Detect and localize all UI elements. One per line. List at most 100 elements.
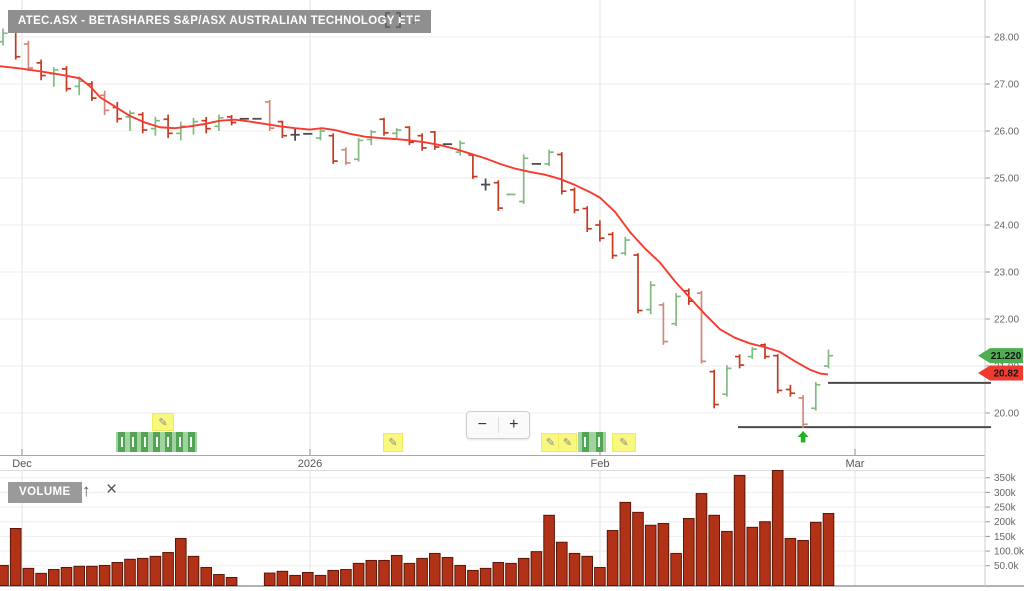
range-marker-tick [155,437,158,447]
zoom-out-button[interactable]: − [477,416,487,433]
volume-bar [759,521,771,586]
volume-bar [543,514,555,587]
annotation-pencil-chip[interactable]: ✎ [383,433,403,452]
price-axis-label: 26.00 [994,127,1019,138]
volume-axis-label: 300k [994,488,1017,499]
volume-axis-label: 100.0k [994,547,1024,558]
pencil-icon: ✎ [388,437,398,449]
volume-bar [124,558,136,587]
volume-bar [454,564,466,587]
price-axis-label: 24.00 [994,221,1019,232]
volume-bar [352,562,365,587]
price-axis-label: 27.00 [994,80,1019,91]
volume-bar [22,567,35,586]
volume-bar [263,572,276,587]
volume-bar [556,541,568,586]
volume-bar [479,567,492,586]
date-axis-label: Feb [591,458,610,470]
close-pane-icon[interactable]: × [106,479,118,500]
volume-bar [657,522,670,587]
volume-axis-label: 200k [994,517,1017,528]
volume-bar [225,576,238,586]
indicator-price-flag [978,365,1023,381]
pencil-icon: ✎ [545,437,556,449]
volume-bar [492,562,505,587]
last-price-flag [978,348,1023,364]
buy-signal-arrow-icon [797,431,809,443]
fullscreen-icon[interactable] [385,12,401,28]
volume-bar [733,474,746,586]
range-marker-tick [143,437,146,447]
volume-bar [327,569,339,586]
range-marker-tick [132,437,135,447]
pencil-icon: ✎ [619,437,629,449]
volume-bar [708,514,721,587]
collapse-pane-icon[interactable]: ↓ [410,9,419,28]
volume-bar [581,555,594,587]
volume-bar [784,537,797,587]
volume-bar [378,559,390,587]
volume-bar [213,574,225,586]
volume-bar [0,564,9,587]
volume-bar [187,555,200,587]
volume-bar [136,557,149,587]
annotation-pencil-chip[interactable]: ✎ [612,433,636,452]
last-price-flag-value: 21.220 [991,351,1022,362]
volume-bar [73,565,86,586]
volume-bar [289,574,301,586]
range-marker-stripe [187,432,195,452]
volume-bar [162,552,174,586]
pencil-icon: ✎ [562,437,573,449]
range-marker-tick [120,437,123,447]
volume-bar [429,552,441,586]
range-marker-tick [598,437,600,447]
zoom-in-button[interactable]: + [509,416,519,433]
price-axis-label: 28.00 [994,33,1019,44]
volume-axis-label: 50.0k [994,561,1019,572]
volume-bar [416,557,428,587]
range-marker-stripe [176,432,184,452]
pencil-icon: ✎ [158,416,168,429]
volume-axis-label: 250k [994,503,1017,514]
volume-bar [302,571,314,586]
volume-bar [149,555,162,587]
volume-bar [35,572,47,586]
volume-bar [517,557,530,587]
zoom-control: − + [466,411,530,439]
volume-bar [695,493,708,586]
range-marker-stripe [581,432,589,452]
volume-axis-label: 150k [994,532,1017,543]
price-axis-label: 20.00 [994,409,1019,420]
volume-bar [60,566,73,587]
volume-pane-badge: VOLUME [8,482,82,503]
move-pane-up-icon[interactable]: ↑ [82,481,91,500]
volume-bar [822,513,835,586]
volume-bar [403,562,416,587]
price-axis-label: 25.00 [994,174,1019,185]
range-marker-stripe [118,432,126,452]
price-axis-label: 22.00 [994,315,1019,326]
volume-bar [86,565,98,586]
volume-bar [441,557,454,586]
volume-bar [175,537,187,587]
annotation-pencil-chip[interactable]: ✎ [152,413,174,431]
volume-bar [365,559,378,587]
volume-bar [48,569,60,587]
range-marker-tick [178,437,181,447]
annotation-range-marker[interactable] [116,432,197,452]
date-axis-label: Dec [12,458,32,470]
volume-bar [98,564,111,587]
volume-bar [594,566,606,587]
moving-average-line [0,65,829,376]
annotation-pencil-chip[interactable]: ✎ [558,433,577,452]
range-marker-stripe [141,432,149,452]
volume-bar [619,501,632,586]
annotation-range-marker[interactable] [578,432,606,452]
volume-bar [505,562,517,587]
range-marker-stripe [595,432,603,452]
range-marker-stripe [164,432,172,452]
volume-bar [683,518,695,586]
volume-bar [644,524,657,586]
symbol-title-badge: ATEC.ASX - BETASHARES S&P/ASX AUSTRALIAN… [8,10,431,33]
